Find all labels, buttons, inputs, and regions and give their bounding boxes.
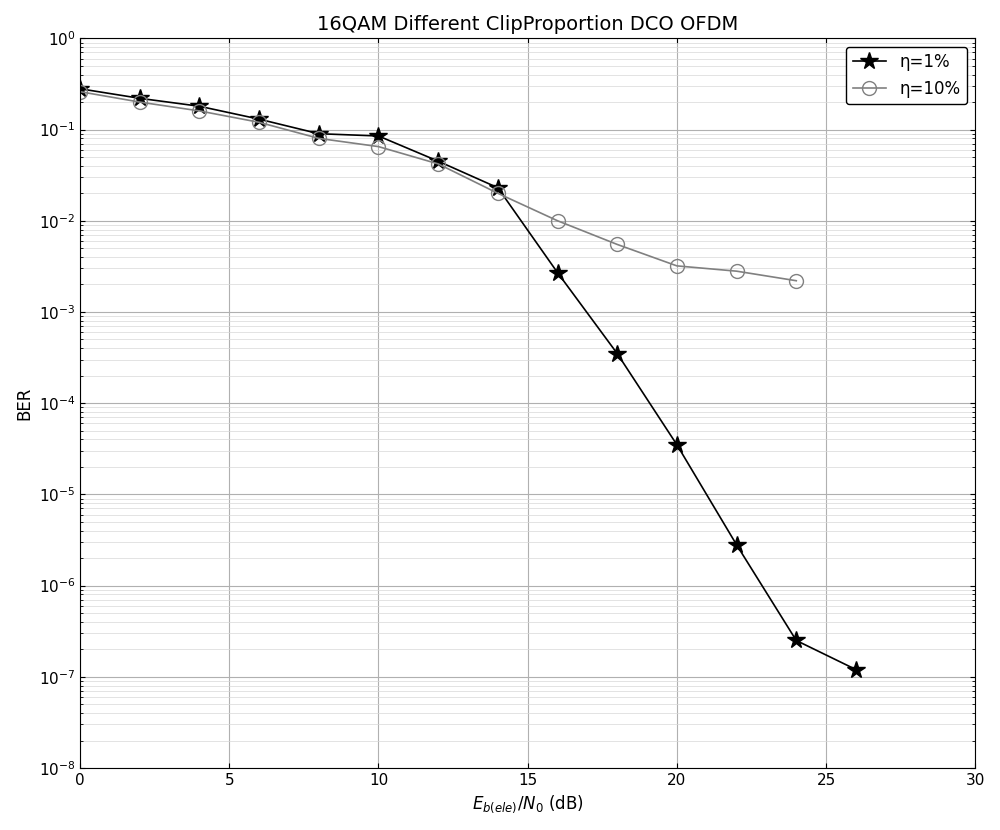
η=1% bbox=[372, 131, 384, 141]
η=10% bbox=[253, 117, 265, 127]
η=1% bbox=[193, 101, 205, 111]
η=1% bbox=[611, 349, 623, 359]
Line: η=1%: η=1% bbox=[71, 80, 865, 679]
η=1% bbox=[134, 93, 146, 103]
η=10% bbox=[134, 97, 146, 107]
η=10% bbox=[372, 142, 384, 152]
η=1% bbox=[671, 440, 683, 450]
η=10% bbox=[671, 261, 683, 271]
η=10% bbox=[492, 188, 504, 198]
η=1% bbox=[552, 267, 564, 277]
η=10% bbox=[790, 276, 802, 286]
η=1% bbox=[850, 665, 862, 675]
X-axis label: $E_{b(ele)}/N_0$ (dB): $E_{b(ele)}/N_0$ (dB) bbox=[472, 793, 584, 815]
η=10% bbox=[552, 216, 564, 226]
η=10% bbox=[731, 266, 743, 276]
Y-axis label: BER: BER bbox=[15, 387, 33, 420]
η=10% bbox=[611, 239, 623, 249]
η=10% bbox=[432, 159, 444, 168]
η=1% bbox=[731, 540, 743, 549]
η=1% bbox=[313, 129, 325, 139]
η=10% bbox=[74, 86, 86, 96]
η=1% bbox=[253, 115, 265, 124]
η=1% bbox=[492, 183, 504, 193]
η=10% bbox=[313, 134, 325, 144]
Legend: η=1%, η=10%: η=1%, η=10% bbox=[846, 46, 967, 105]
η=1% bbox=[74, 84, 86, 94]
η=1% bbox=[432, 156, 444, 166]
η=1% bbox=[790, 636, 802, 646]
Line: η=10%: η=10% bbox=[73, 85, 803, 288]
Title: 16QAM Different ClipProportion DCO OFDM: 16QAM Different ClipProportion DCO OFDM bbox=[317, 15, 738, 34]
η=10% bbox=[193, 106, 205, 116]
